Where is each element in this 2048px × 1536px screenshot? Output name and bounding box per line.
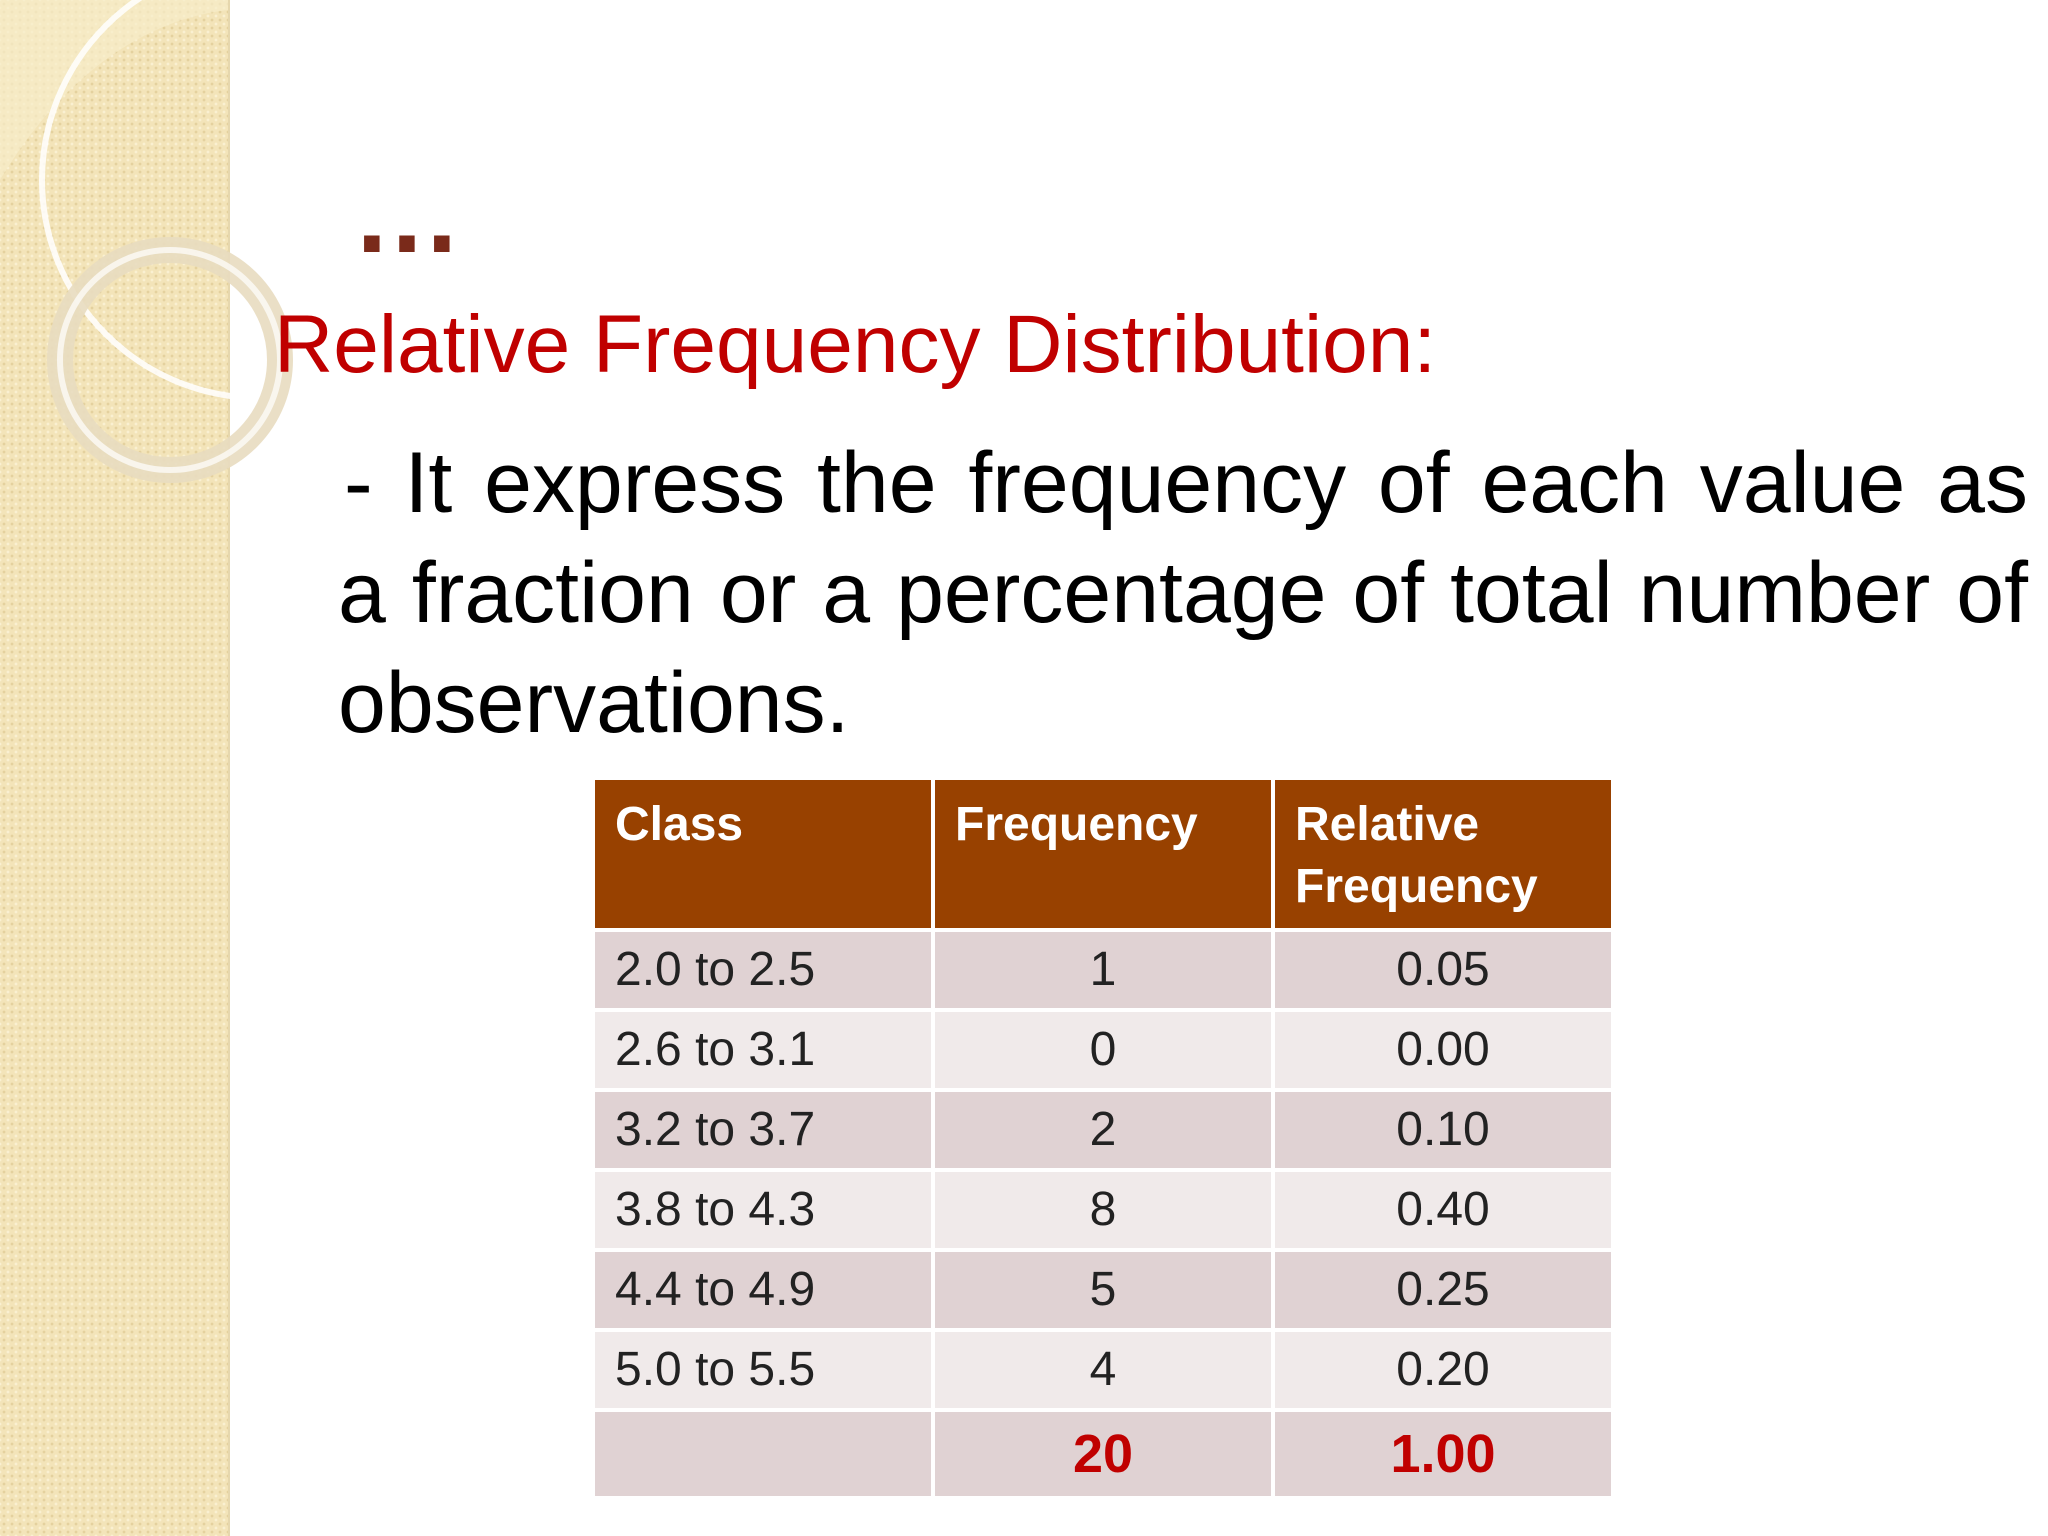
cell-class: 3.2 to 3.7: [595, 1092, 931, 1168]
cell-frequency: 5: [935, 1252, 1271, 1328]
cell-relative-frequency: 0.25: [1275, 1252, 1611, 1328]
definition-text: - It express the frequency of each value…: [338, 435, 2028, 751]
table-total-row: 20 1.00: [595, 1412, 1611, 1496]
decorative-rings-icon: [0, 0, 340, 483]
frequency-table: Class Frequency Relative Frequency 2.0 t…: [591, 776, 1615, 1500]
cell-class: 4.4 to 4.9: [595, 1252, 931, 1328]
cell-frequency: 8: [935, 1172, 1271, 1248]
cell-relative-frequency: 0.40: [1275, 1172, 1611, 1248]
table-row: 2.0 to 2.5 1 0.05: [595, 932, 1611, 1008]
table-header-row: Class Frequency Relative Frequency: [595, 780, 1611, 928]
table-row: 5.0 to 5.5 4 0.20: [595, 1332, 1611, 1408]
table-row: 4.4 to 4.9 5 0.25: [595, 1252, 1611, 1328]
cell-class: 5.0 to 5.5: [595, 1332, 931, 1408]
cell-class: 3.8 to 4.3: [595, 1172, 931, 1248]
cell-relative-frequency: 0.05: [1275, 932, 1611, 1008]
cell-relative-frequency: 0.00: [1275, 1012, 1611, 1088]
cell-relative-frequency: 0.10: [1275, 1092, 1611, 1168]
cell-class: 2.6 to 3.1: [595, 1012, 931, 1088]
header-relative-frequency: Relative Frequency: [1275, 780, 1611, 928]
total-frequency: 20: [935, 1412, 1271, 1496]
total-label-cell: [595, 1412, 931, 1496]
cell-class: 2.0 to 2.5: [595, 932, 931, 1008]
cell-relative-frequency: 0.20: [1275, 1332, 1611, 1408]
title-ellipsis: …: [352, 153, 466, 276]
table-row: 2.6 to 3.1 0 0.00: [595, 1012, 1611, 1088]
table-row: 3.2 to 3.7 2 0.10: [595, 1092, 1611, 1168]
table-row: 3.8 to 4.3 8 0.40: [595, 1172, 1611, 1248]
total-relative-frequency: 1.00: [1275, 1412, 1611, 1496]
cell-frequency: 4: [935, 1332, 1271, 1408]
header-class: Class: [595, 780, 931, 928]
cell-frequency: 0: [935, 1012, 1271, 1088]
cell-frequency: 1: [935, 932, 1271, 1008]
header-frequency: Frequency: [935, 780, 1271, 928]
cell-frequency: 2: [935, 1092, 1271, 1168]
slide-heading: Relative Frequency Distribution:: [274, 299, 1437, 390]
